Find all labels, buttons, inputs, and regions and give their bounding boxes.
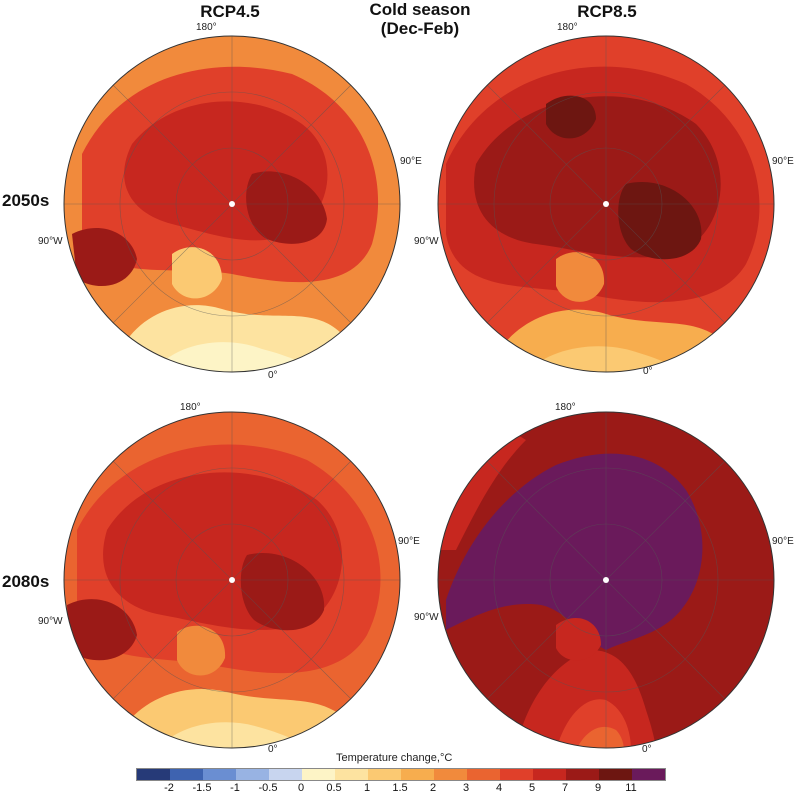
legend-tick-label: 9 [594,782,602,794]
hot-core-west [67,599,137,661]
coord-180-map3: 180° [180,402,201,413]
coord-0-map3: 0° [268,744,278,755]
legend-swatch [302,769,335,780]
column-title-rcp85: RCP8.5 [577,2,637,21]
legend-tick-label: -1.5 [192,782,212,794]
hot-core-west [72,228,137,287]
coord-180-map4: 180° [555,402,576,413]
labrador-warm [556,617,601,661]
legend-tick-label: 3 [462,782,470,794]
legend-tick-label: -1 [230,782,240,794]
season-line-1: Cold season [369,0,471,19]
hot-core [246,171,327,244]
labrador-cool [172,247,222,299]
legend-swatch [170,769,203,780]
pole-marker [229,201,235,207]
labrador-cool [177,625,226,676]
coord-90e-map1: 90°E [400,156,422,167]
map-rcp45-2050s [63,35,401,373]
legend-tick-label: 7 [561,782,569,794]
row-label-2080s: 2080s [2,572,50,591]
hot-core-arctic [546,95,596,139]
legend-tick-label: 4 [495,782,503,794]
hot-core [618,182,702,260]
legend-swatch [203,769,236,780]
column-title-rcp45: RCP4.5 [200,2,260,21]
legend-swatch [137,769,170,780]
pole-marker [603,577,609,583]
coord-90e-map4: 90°E [772,536,794,547]
legend-colorbar [136,768,666,781]
legend-tick-label: -0.5 [258,782,278,794]
coord-90w-map2: 90°W [414,236,439,247]
legend-swatch [434,769,467,780]
legend-tick-label: 1.5 [392,782,408,794]
legend-swatch [269,769,302,780]
extreme-core [446,453,703,650]
legend-swatch [533,769,566,780]
legend-swatch [335,769,368,780]
coord-0-map2: 0° [643,366,653,377]
legend-swatch [500,769,533,780]
coord-180-map1: 180° [196,22,217,33]
legend-tick-label: 0.5 [326,782,342,794]
legend-title: Temperature change,°C [336,752,453,764]
row-label-2050s: 2050s [2,191,50,210]
legend-swatch [236,769,269,780]
legend-tick-label: 5 [528,782,536,794]
pole-marker [603,201,609,207]
atlantic-cool-core [576,726,624,748]
pole-marker [229,577,235,583]
hot-core [240,553,325,631]
legend-ticks: -2 -1.5 -1 -0.5 0 0.5 1 1.5 2 3 4 5 7 9 11 [136,782,664,796]
coord-90w-map1: 90°W [38,236,63,247]
legend-tick-label: 1 [363,782,371,794]
coord-90e-map2: 90°E [772,156,794,167]
legend-swatch [566,769,599,780]
legend-tick-label: 11 [625,782,637,794]
coord-0-map4: 0° [642,744,652,755]
map-rcp85-2080s [437,411,775,749]
legend-tick-label: -2 [164,782,174,794]
legend-tick-label: 2 [429,782,437,794]
season-line-2: (Dec-Feb) [380,19,460,38]
column-title-season: Cold season (Dec-Feb) [350,0,490,38]
legend-swatch [467,769,500,780]
coord-0-map1: 0° [268,370,278,381]
legend-swatch [632,769,665,780]
legend-swatch [599,769,632,780]
coord-90w-map3: 90°W [38,616,63,627]
legend-swatch [368,769,401,780]
legend-tick-label: 0 [297,782,305,794]
map-rcp85-2050s [437,35,775,373]
labrador-cool [556,252,605,302]
map-rcp45-2080s [63,411,401,749]
coord-90w-map4: 90°W [414,612,439,623]
coord-180-map2: 180° [557,22,578,33]
legend-swatch [401,769,434,780]
coord-90e-map3: 90°E [398,536,420,547]
